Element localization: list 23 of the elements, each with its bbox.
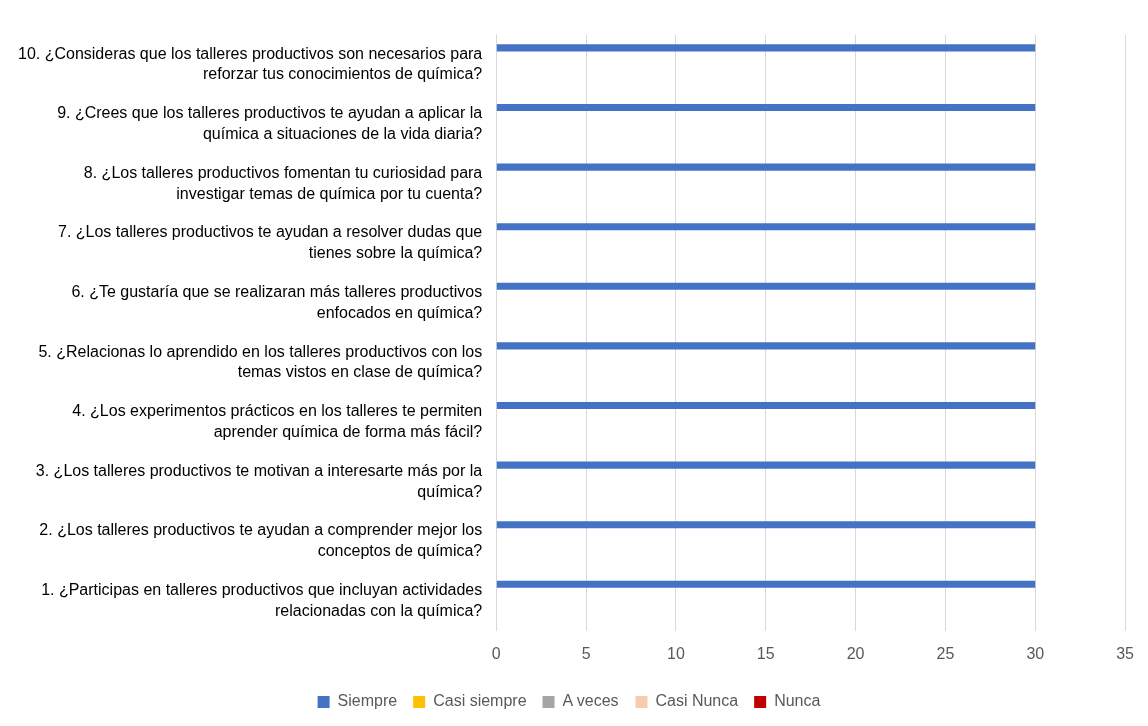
legend-label: Casi Nunca: [655, 692, 739, 710]
y-tick-label: 2. ¿Los talleres productivos te ayudan a comprender mejor los conceptos de química?: [39, 521, 483, 560]
x-tick-label: 10: [667, 644, 685, 662]
y-tick-label: 6. ¿Te gustaría que se realizaran más talleres productivos enfocados en química?: [71, 283, 483, 321]
x-tick-label: 5: [581, 644, 591, 662]
x-tick-label: 20: [846, 644, 865, 662]
y-tick-label: 1. ¿Participas en talleres productivos que incluyan actividades relacionadas con la química?: [41, 581, 483, 619]
y-tick-label: 9. ¿Crees que los talleres productivos te ayudan a aplicar la química a situaciones de la vida diaria?: [57, 104, 483, 143]
x-tick-label: 35: [1116, 644, 1135, 662]
y-tick-label: 10. ¿Consideras que los talleres productivos son necesarios para reforzar tus conocimientos de química?: [18, 44, 483, 83]
legend-label: A veces: [562, 692, 619, 710]
legend-label: Nunca: [774, 692, 821, 710]
legend-label: Siempre: [337, 692, 398, 710]
y-tick-label: 3. ¿Los talleres productivos te motivan a interesarte más por la química?: [35, 461, 483, 500]
y-tick-label: 4. ¿Los experimentos prácticos en los talleres te permiten aprender química de forma más fácil?: [72, 402, 483, 441]
y-tick-label: 8. ¿Los talleres productivos fomentan tu curiosidad para investigar temas de química por tu cuenta?: [83, 163, 483, 202]
x-tick-label: 25: [936, 644, 955, 662]
x-tick-label: 15: [756, 644, 775, 662]
x-tick-label: 30: [1026, 644, 1045, 662]
x-tick-label: 0: [491, 644, 501, 662]
legend-label: Casi siempre: [433, 692, 527, 710]
y-tick-label: 5. ¿Relacionas lo aprendido en los talleres productivos con los temas vistos en clase de química?: [38, 342, 483, 381]
y-tick-label: 7. ¿Los talleres productivos te ayudan a resolver dudas que tienes sobre la química?: [58, 223, 483, 262]
